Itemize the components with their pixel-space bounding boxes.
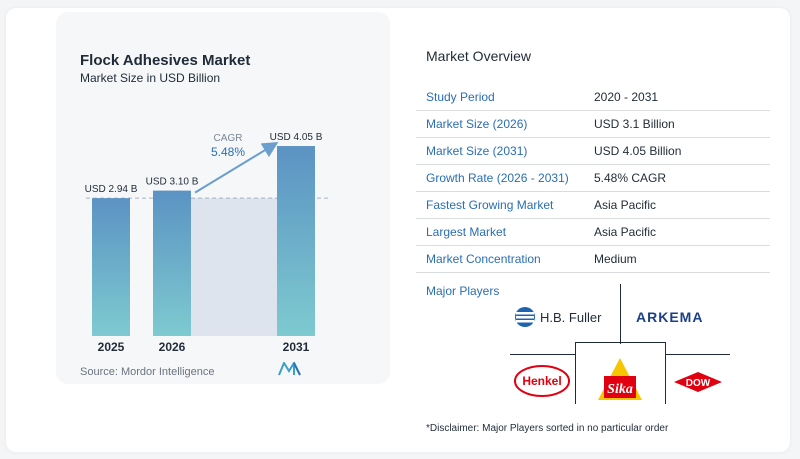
overview-key: Largest Market: [426, 225, 507, 239]
cagr-region: [191, 198, 277, 336]
overview-row: Market Concentration Medium: [416, 246, 770, 273]
chart-subtitle: Market Size in USD Billion: [80, 71, 221, 85]
overview-row: Growth Rate (2026 - 2031) 5.48% CAGR: [416, 165, 770, 192]
arkema-logo-text: ARKEMA: [636, 309, 703, 325]
henkel-logo: Henkel: [514, 365, 570, 397]
overview-title: Market Overview: [426, 48, 532, 64]
mordor-logo-icon: [278, 362, 301, 376]
grid-divider: [665, 342, 666, 404]
sika-logo-text: Sika: [607, 382, 633, 397]
overview-value: USD 4.05 Billion: [594, 144, 682, 158]
cagr-value: 5.48%: [211, 145, 245, 159]
overview-key: Market Concentration: [426, 252, 541, 266]
arkema-logo: ARKEMA: [636, 309, 703, 325]
bar-value-label: USD 3.10 B: [146, 177, 199, 188]
overview-row: Market Size (2031) USD 4.05 Billion: [416, 138, 770, 165]
overview-value: Medium: [594, 252, 637, 266]
x-tick-label: 2031: [283, 340, 310, 354]
cagr-label: CAGR: [214, 133, 243, 144]
overview-row: Fastest Growing Market Asia Pacific: [416, 192, 770, 219]
overview-row: Study Period 2020 - 2031: [416, 84, 770, 111]
bar-value-label: USD 2.94 B: [85, 184, 138, 195]
grid-divider: [620, 284, 621, 344]
overview-value: USD 3.1 Billion: [594, 117, 675, 131]
overview-key: Market Size (2031): [426, 144, 528, 158]
dow-logo-text: DOW: [686, 378, 711, 389]
bar-2031: [277, 146, 315, 336]
x-tick-label: 2025: [98, 340, 125, 354]
grid-divider: [575, 342, 576, 404]
overview-value: 5.48% CAGR: [594, 171, 667, 185]
overview-key: Study Period: [426, 90, 495, 104]
sika-logo: Sika: [598, 358, 642, 400]
source-text: Source: Mordor Intelligence: [80, 366, 215, 378]
major-players-title: Major Players: [426, 284, 500, 298]
overview-value: 2020 - 2031: [594, 90, 659, 104]
players-grid: H.B. Fuller ARKEMA Henkel Sika DOW: [510, 284, 730, 404]
bar-chart: USD 2.94 B 2025 USD 3.10 B 2026 USD 4.05 B 20…: [85, 132, 328, 354]
overview-key: Fastest Growing Market: [426, 198, 554, 212]
x-tick-label: 2026: [159, 340, 186, 354]
overview-row: Market Size (2026) USD 3.1 Billion: [416, 111, 770, 138]
grid-divider: [510, 354, 575, 355]
bar-2025: [92, 198, 130, 336]
overview-value: Asia Pacific: [594, 198, 657, 212]
bar-2026: [153, 190, 191, 336]
henkel-logo-text: Henkel: [522, 374, 561, 388]
cagr-arrow: [194, 141, 279, 194]
grid-divider: [575, 342, 665, 343]
overview-table: Study Period 2020 - 2031 Market Size (202…: [416, 84, 770, 273]
disclaimer-text: *Disclaimer: Major Players sorted in no …: [426, 423, 669, 434]
hb-fuller-logo-text: H.B. Fuller: [540, 310, 602, 325]
hb-fuller-logo: H.B. Fuller: [515, 307, 602, 327]
overview-value: Asia Pacific: [594, 225, 657, 239]
overview-key: Market Size (2026): [426, 117, 528, 131]
bar-value-label: USD 4.05 B: [270, 132, 323, 143]
grid-divider: [665, 354, 730, 355]
overview-key: Growth Rate (2026 - 2031): [426, 171, 569, 185]
overview-row: Largest Market Asia Pacific: [416, 219, 770, 246]
dow-logo: DOW: [674, 372, 722, 392]
chart-title: Flock Adhesives Market: [80, 52, 251, 69]
